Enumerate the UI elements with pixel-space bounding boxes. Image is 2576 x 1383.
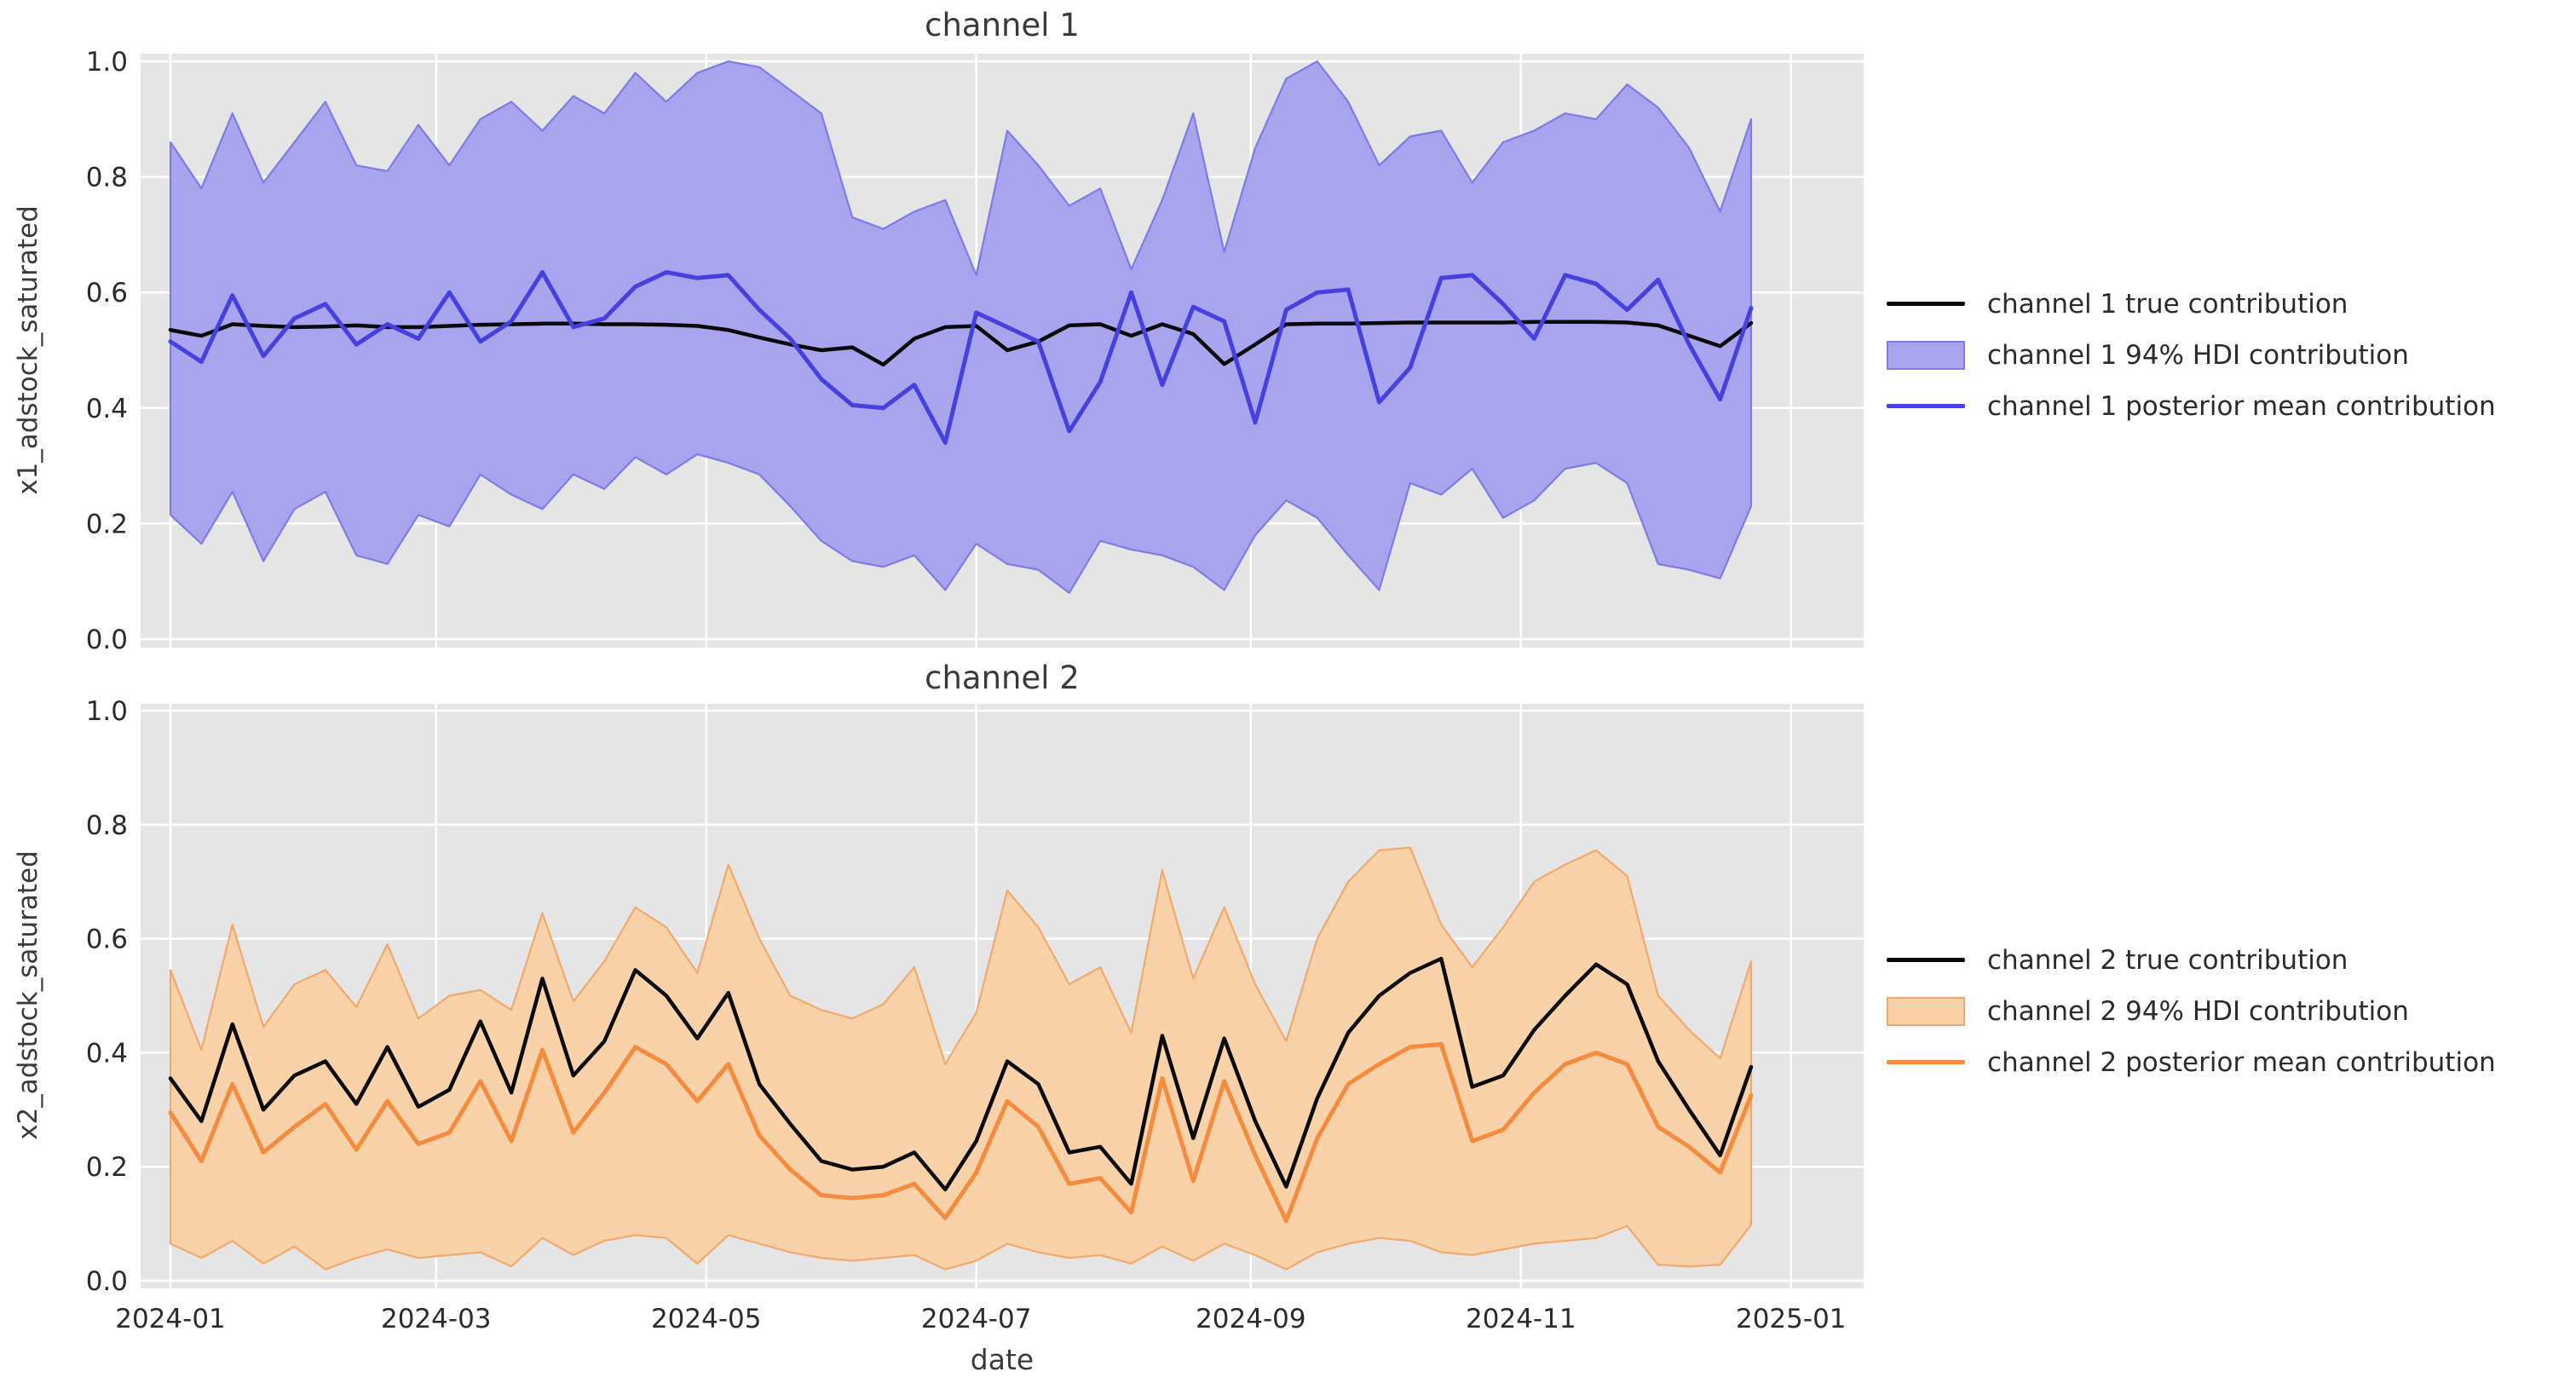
legend-item: channel 1 true contribution xyxy=(1887,286,2496,321)
y-tick-label: 1.0 xyxy=(86,696,128,727)
legend-item: channel 1 posterior mean contribution xyxy=(1887,389,2496,424)
legend-line-swatch xyxy=(1887,302,1965,306)
chart2-legend: channel 2 true contribution channel 2 94… xyxy=(1887,942,2496,1080)
y-tick-label: 0.2 xyxy=(86,1152,128,1183)
legend-item: channel 1 94% HDI contribution xyxy=(1887,337,2496,372)
legend-item: channel 2 true contribution xyxy=(1887,942,2496,977)
true-contribution-line xyxy=(168,320,1754,367)
true-contribution-line xyxy=(168,956,1754,1192)
chart2-title: channel 2 xyxy=(925,660,1080,696)
x-tick-label: 2024-11 xyxy=(1466,1304,1576,1334)
legend-item: channel 2 94% HDI contribution xyxy=(1887,994,2496,1029)
legend-label: channel 1 posterior mean contribution xyxy=(1987,390,2496,422)
legend-label: channel 2 94% HDI contribution xyxy=(1987,995,2409,1027)
posterior-mean-line xyxy=(168,269,1754,445)
legend-line-swatch xyxy=(1887,1060,1965,1064)
legend-label: channel 2 posterior mean contribution xyxy=(1987,1046,2496,1078)
posterior-mean-line xyxy=(168,1041,1754,1224)
y-tick-label: 0.4 xyxy=(86,394,128,424)
y-tick-label: 0.4 xyxy=(86,1038,128,1069)
legend-patch-swatch xyxy=(1887,340,1965,370)
x-tick-label: 2024-09 xyxy=(1196,1304,1306,1334)
x-tick-label: 2024-01 xyxy=(115,1304,226,1334)
legend-patch-swatch xyxy=(1887,996,1965,1026)
x-tick-label: 2024-03 xyxy=(381,1304,492,1334)
legend-label: channel 2 true contribution xyxy=(1987,944,2348,976)
y-tick-label: 0.6 xyxy=(86,925,128,955)
chart2-y-axis-label: x2_adstock_saturated xyxy=(13,850,43,1140)
x-tick-label: 2025-01 xyxy=(1736,1304,1847,1334)
hdi-band xyxy=(169,846,1753,1271)
y-tick-label: 0.8 xyxy=(86,810,128,841)
y-tick-label: 0.0 xyxy=(86,625,128,655)
legend-label: channel 1 true contribution xyxy=(1987,288,2348,320)
x-axis-label: date xyxy=(970,1343,1034,1376)
y-tick-label: 0.8 xyxy=(86,163,128,193)
y-tick-label: 0.2 xyxy=(86,509,128,539)
legend-line-swatch xyxy=(1887,404,1965,408)
y-tick-label: 0.0 xyxy=(86,1266,128,1297)
chart1-y-axis-label: x1_adstock_saturated xyxy=(13,205,43,495)
chart1-legend: channel 1 true contribution channel 1 94… xyxy=(1887,286,2496,424)
x-tick-label: 2024-07 xyxy=(921,1304,1032,1334)
legend-line-swatch xyxy=(1887,958,1965,962)
legend-item: channel 2 posterior mean contribution xyxy=(1887,1045,2496,1080)
y-tick-label: 1.0 xyxy=(86,47,128,78)
x-tick-label: 2024-05 xyxy=(651,1304,762,1334)
chart1-title: channel 1 xyxy=(925,7,1080,43)
y-tick-label: 0.6 xyxy=(86,278,128,308)
legend-label: channel 1 94% HDI contribution xyxy=(1987,339,2409,371)
